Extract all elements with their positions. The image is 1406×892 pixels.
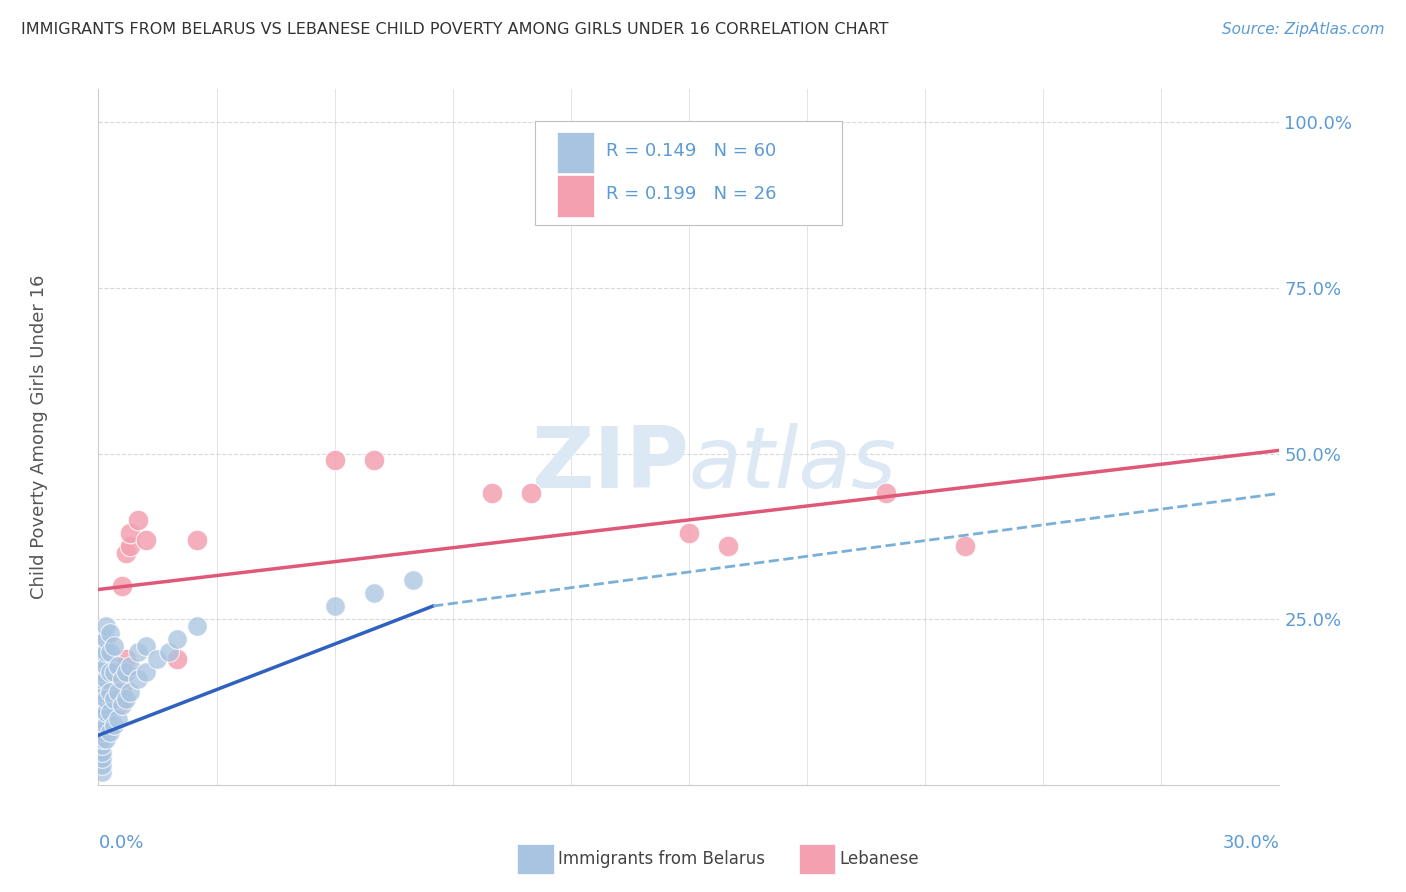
Point	[91, 725, 114, 739]
Point	[953, 540, 976, 554]
Point	[98, 665, 121, 680]
Point	[98, 725, 121, 739]
Point	[678, 526, 700, 541]
Point	[135, 533, 157, 547]
Point	[186, 533, 208, 547]
Point	[96, 718, 118, 732]
Point	[96, 731, 118, 746]
Point	[103, 718, 125, 732]
Point	[91, 745, 114, 759]
Point	[91, 712, 114, 726]
Point	[107, 698, 129, 713]
Point	[96, 705, 118, 719]
Point	[91, 738, 114, 752]
FancyBboxPatch shape	[557, 176, 595, 217]
Point	[91, 679, 114, 693]
Point	[91, 758, 114, 772]
Point	[107, 685, 129, 699]
Text: ZIP: ZIP	[531, 424, 689, 507]
Point	[96, 632, 118, 647]
Text: IMMIGRANTS FROM BELARUS VS LEBANESE CHILD POVERTY AMONG GIRLS UNDER 16 CORRELATI: IMMIGRANTS FROM BELARUS VS LEBANESE CHIL…	[21, 22, 889, 37]
Point	[103, 639, 125, 653]
Point	[111, 685, 134, 699]
Point	[111, 698, 134, 713]
Point	[91, 658, 114, 673]
Point	[118, 526, 141, 541]
Text: atlas: atlas	[689, 424, 897, 507]
Point	[111, 672, 134, 686]
Point	[157, 645, 180, 659]
Point	[186, 619, 208, 633]
Point	[91, 731, 114, 746]
Point	[91, 691, 114, 706]
Point	[115, 665, 138, 680]
Point	[91, 698, 114, 713]
Point	[91, 665, 114, 680]
Point	[96, 645, 118, 659]
Point	[115, 652, 138, 666]
FancyBboxPatch shape	[557, 132, 595, 173]
Point	[111, 579, 134, 593]
Point	[127, 672, 149, 686]
Point	[91, 632, 114, 647]
Point	[118, 540, 141, 554]
Point	[107, 658, 129, 673]
Point	[103, 691, 125, 706]
Point	[91, 672, 114, 686]
Point	[111, 658, 134, 673]
Point	[96, 705, 118, 719]
Text: R = 0.199   N = 26: R = 0.199 N = 26	[606, 186, 776, 203]
Point	[118, 658, 141, 673]
Point	[717, 540, 740, 554]
Point	[135, 665, 157, 680]
Point	[98, 685, 121, 699]
Point	[91, 751, 114, 765]
Point	[96, 619, 118, 633]
Point	[135, 639, 157, 653]
Point	[103, 665, 125, 680]
Point	[166, 652, 188, 666]
Point	[323, 599, 346, 613]
Point	[96, 658, 118, 673]
Point	[91, 685, 114, 699]
Point	[98, 705, 121, 719]
Point	[118, 685, 141, 699]
Point	[91, 652, 114, 666]
Point	[481, 486, 503, 500]
Text: Child Poverty Among Girls Under 16: Child Poverty Among Girls Under 16	[31, 275, 48, 599]
Point	[91, 705, 114, 719]
Text: Immigrants from Belarus: Immigrants from Belarus	[558, 850, 765, 868]
Point	[402, 573, 425, 587]
Point	[107, 672, 129, 686]
Point	[520, 486, 543, 500]
Point	[115, 546, 138, 560]
Point	[98, 698, 121, 713]
Text: Lebanese: Lebanese	[839, 850, 920, 868]
Point	[96, 691, 118, 706]
Point	[363, 453, 385, 467]
Point	[98, 685, 121, 699]
Point	[127, 645, 149, 659]
Point	[875, 486, 897, 500]
Point	[91, 718, 114, 732]
FancyBboxPatch shape	[536, 120, 842, 225]
Point	[363, 586, 385, 600]
Point	[103, 691, 125, 706]
Point	[323, 453, 346, 467]
Point	[98, 645, 121, 659]
Point	[91, 764, 114, 779]
Point	[98, 625, 121, 640]
Point	[96, 672, 118, 686]
Point	[103, 679, 125, 693]
Point	[107, 712, 129, 726]
Point	[166, 632, 188, 647]
Point	[127, 513, 149, 527]
Text: 0.0%: 0.0%	[98, 834, 143, 852]
Text: Source: ZipAtlas.com: Source: ZipAtlas.com	[1222, 22, 1385, 37]
Point	[91, 645, 114, 659]
Text: 30.0%: 30.0%	[1223, 834, 1279, 852]
Text: R = 0.149   N = 60: R = 0.149 N = 60	[606, 142, 776, 160]
Point	[146, 652, 169, 666]
Point	[115, 691, 138, 706]
